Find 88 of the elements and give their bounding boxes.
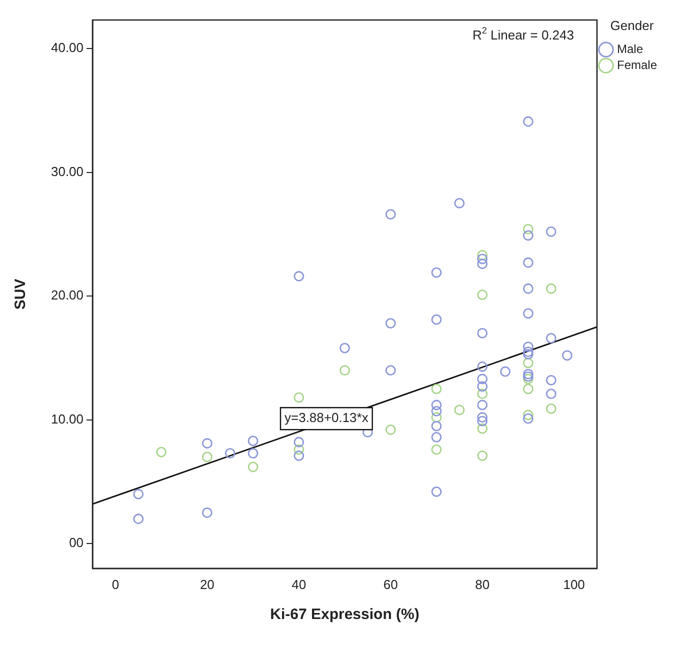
point	[248, 462, 258, 472]
point	[431, 314, 442, 325]
y-tick-label: 40.00	[50, 40, 84, 56]
point	[477, 361, 488, 372]
point	[294, 436, 304, 448]
point	[477, 290, 488, 300]
point	[522, 116, 534, 127]
point	[385, 365, 396, 376]
point	[477, 416, 488, 426]
point	[546, 375, 556, 386]
legend-title: Gender	[610, 18, 654, 34]
point	[522, 230, 534, 241]
point	[133, 488, 144, 500]
point	[477, 400, 488, 410]
point	[477, 388, 488, 400]
annotation: y=3.88+0.13*x	[284, 410, 369, 426]
point	[248, 436, 258, 446]
point	[522, 224, 534, 234]
point	[294, 450, 304, 461]
x-tick-label: 100	[563, 576, 585, 592]
point	[546, 283, 556, 294]
point	[454, 198, 465, 208]
point	[431, 267, 442, 278]
point	[500, 366, 510, 377]
point	[477, 450, 488, 461]
point	[546, 226, 556, 237]
point	[431, 412, 442, 423]
point	[522, 346, 534, 357]
point	[477, 423, 488, 434]
y-tick-label: 10.00	[50, 411, 84, 426]
y-tick-label: 30.00	[50, 164, 84, 179]
point	[156, 446, 167, 458]
point	[454, 404, 465, 416]
point	[224, 448, 236, 458]
point	[477, 374, 488, 384]
point	[431, 486, 442, 497]
point	[522, 349, 534, 360]
legend-label: Female	[616, 58, 658, 72]
point	[477, 254, 488, 264]
point	[431, 432, 442, 442]
point	[431, 406, 442, 416]
point	[522, 413, 534, 424]
point	[522, 384, 534, 394]
point	[522, 368, 534, 380]
point	[248, 448, 258, 458]
point	[522, 308, 534, 319]
point	[431, 420, 442, 432]
point	[385, 209, 396, 220]
x-tick-label: 40	[292, 576, 306, 592]
point	[477, 412, 488, 423]
x-axis-title: Ki-67 Expression (%)	[270, 606, 420, 624]
point	[431, 400, 442, 410]
point	[133, 514, 144, 524]
x-tick-label: 20	[200, 576, 214, 592]
point	[385, 424, 396, 435]
point	[202, 438, 212, 449]
point	[294, 392, 304, 403]
point	[522, 410, 534, 420]
legend-label: Male	[616, 42, 644, 56]
point	[340, 365, 350, 376]
point	[477, 381, 488, 392]
point	[477, 328, 488, 338]
point	[522, 257, 534, 268]
point	[340, 342, 350, 354]
x-tick-label: 80	[475, 576, 490, 592]
point	[522, 358, 534, 368]
point	[522, 283, 534, 294]
point	[202, 452, 212, 462]
point	[431, 444, 442, 455]
point	[477, 258, 488, 270]
point	[522, 342, 534, 352]
point	[294, 271, 304, 282]
x-tick-label: 0	[112, 576, 120, 592]
y-axis-title: SUV	[12, 278, 30, 310]
y-tick-label: 20.00	[50, 288, 84, 303]
point	[385, 318, 396, 328]
point	[477, 250, 488, 260]
point	[522, 371, 534, 382]
y-tick-label: 00	[69, 535, 84, 550]
point	[546, 388, 556, 400]
point	[546, 332, 556, 344]
point	[546, 404, 556, 414]
point	[562, 350, 572, 361]
point	[294, 444, 304, 455]
point	[431, 384, 442, 394]
point	[522, 374, 534, 384]
point	[202, 507, 212, 518]
x-tick-label: 60	[383, 576, 398, 592]
